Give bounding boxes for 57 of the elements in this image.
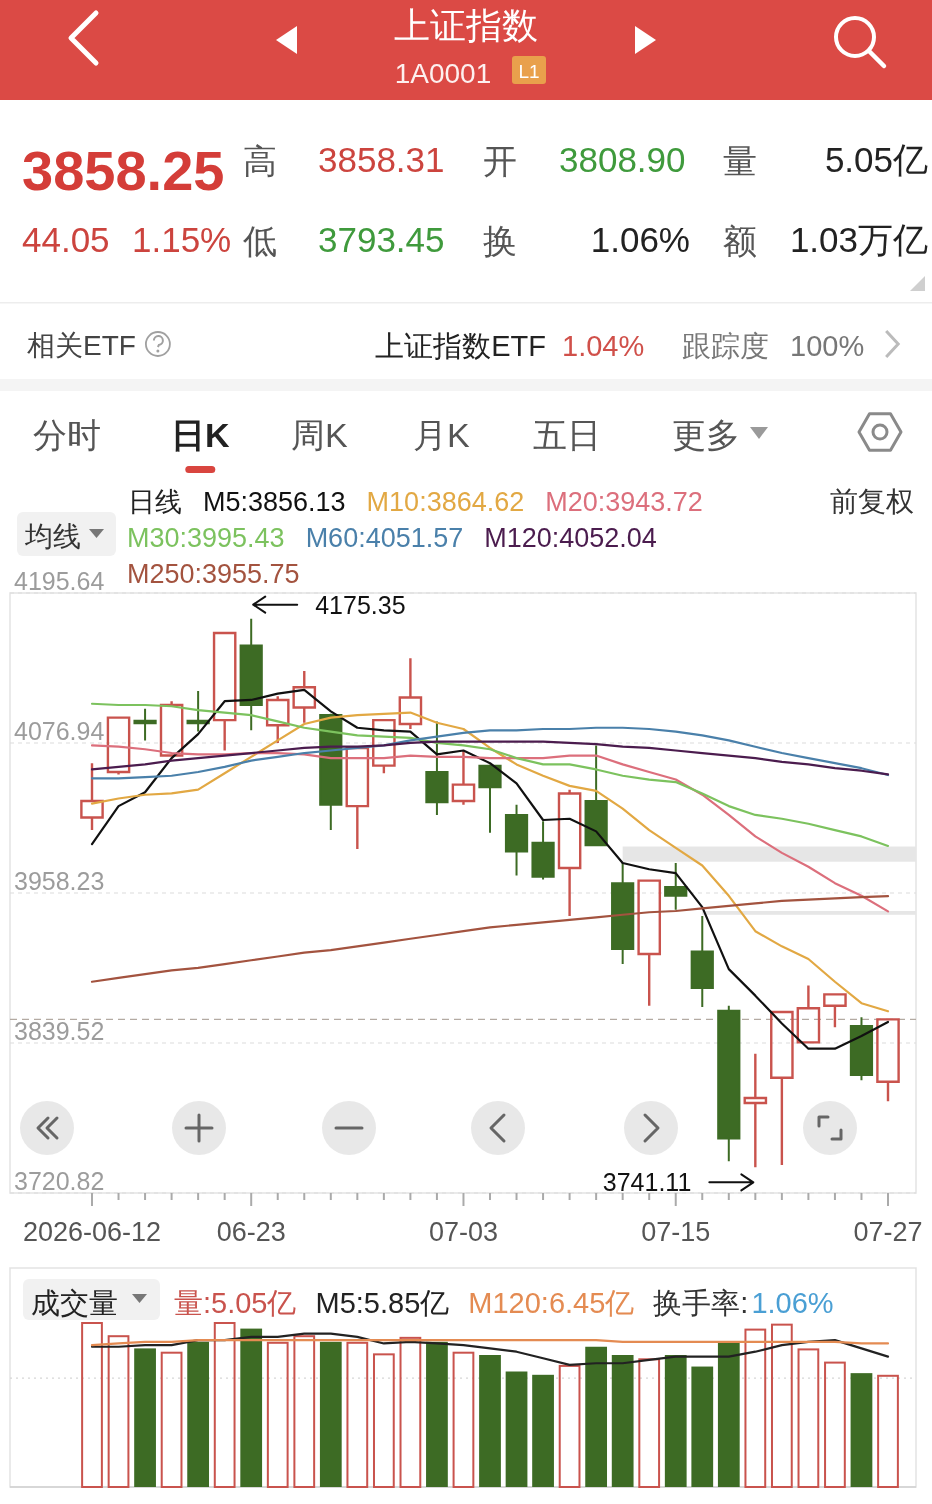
y-tick-label: 4195.64 xyxy=(14,567,105,595)
legend-title: 成交量 xyxy=(31,1287,118,1319)
text: M60:4051.57 xyxy=(305,523,464,553)
text: M5:3856.13 xyxy=(203,487,346,517)
text: 更多 xyxy=(672,416,740,454)
text: 1A0001 xyxy=(394,58,492,89)
text: 1.06% xyxy=(751,1287,834,1319)
text: 跟踪度 xyxy=(682,330,769,362)
text: 44.05 xyxy=(22,220,110,259)
text: 月K xyxy=(413,416,470,454)
text: 换手率: xyxy=(653,1287,749,1319)
text: 3808.90 xyxy=(559,140,686,179)
text: 额 xyxy=(723,222,757,260)
text: M30:3995.43 xyxy=(127,523,285,553)
text: 换 xyxy=(483,222,517,260)
text: 100% xyxy=(790,330,865,362)
text: 1.15% xyxy=(132,220,232,259)
text: 上证指数ETF xyxy=(375,330,546,362)
text: 前复权 xyxy=(830,486,914,517)
text: 相关ETF xyxy=(27,330,136,361)
text: M120:4052.04 xyxy=(484,523,657,553)
x-tick-label: 06-23 xyxy=(216,1217,286,1247)
text: M250:3955.75 xyxy=(127,559,300,589)
series-label: M5:5.85亿 xyxy=(315,1287,450,1319)
x-tick-label: 07-03 xyxy=(428,1217,498,1247)
annotation: 4175.35 xyxy=(315,590,406,619)
text: 3858.25 xyxy=(22,139,225,202)
y-tick-label: 3720.82 xyxy=(14,1167,105,1195)
text: 1.06% xyxy=(590,220,690,259)
text: 低 xyxy=(243,222,277,260)
text: 3858.31 xyxy=(318,140,445,179)
text: 开 xyxy=(483,142,517,180)
series-label: M120:6.45亿 xyxy=(468,1287,635,1319)
text: 1.04% xyxy=(562,330,645,362)
text: 均线 xyxy=(24,521,81,552)
annotation: 3741.11 xyxy=(602,1168,692,1197)
text: 5.05亿 xyxy=(824,140,928,179)
text: 分时 xyxy=(33,416,101,454)
y-tick-label: 4076.94 xyxy=(14,716,105,745)
y-tick-label: 3839.52 xyxy=(14,1017,105,1046)
text: 3793.45 xyxy=(318,220,445,259)
text: 上证指数 xyxy=(394,5,538,46)
y-tick-label: 3958.23 xyxy=(14,867,105,895)
text: 日K xyxy=(171,416,230,454)
text: M20:3943.72 xyxy=(545,487,703,517)
text: 周K xyxy=(291,416,348,454)
text: 五日 xyxy=(533,416,601,454)
series-label: 量:5.05亿 xyxy=(174,1287,297,1319)
text: L1 xyxy=(518,61,540,82)
x-tick-label: 2026-06-12 xyxy=(22,1217,162,1247)
text: 量 xyxy=(723,142,757,180)
x-tick-label: 07-27 xyxy=(853,1217,923,1247)
text: 1.03万亿 xyxy=(789,220,928,259)
x-tick-label: 07-15 xyxy=(641,1217,711,1247)
text: 高 xyxy=(243,142,277,180)
legend-title: 日线 xyxy=(128,487,182,517)
text: M10:3864.62 xyxy=(366,487,525,517)
